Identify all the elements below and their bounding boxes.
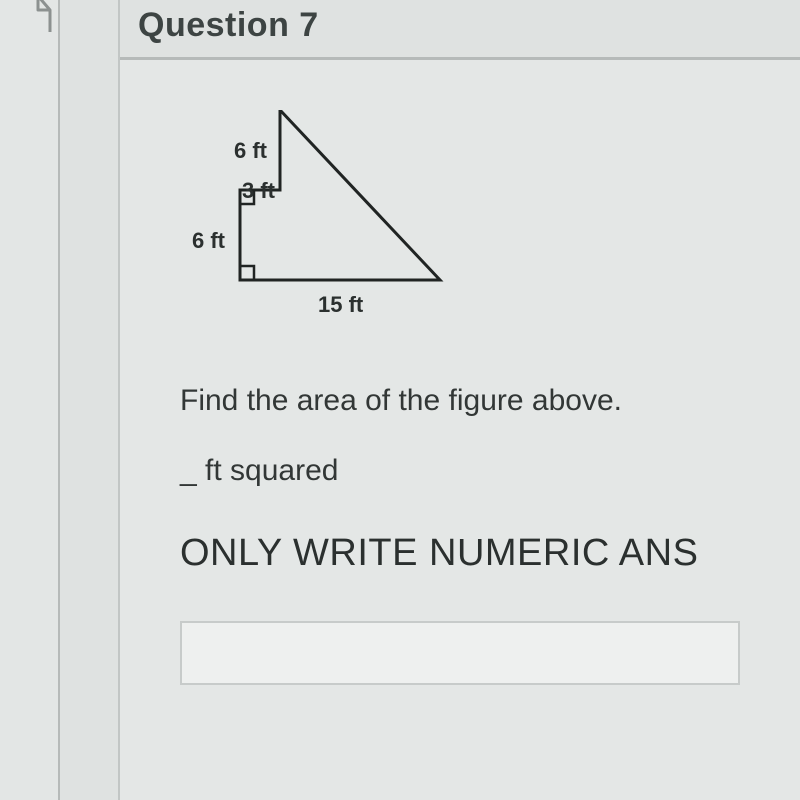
side-column	[60, 0, 120, 800]
answer-input[interactable]	[180, 621, 740, 685]
right-angle-marker-base	[240, 266, 254, 280]
question-prompt: Find the area of the figure above.	[180, 384, 780, 418]
numeric-only-note: ONLY WRITE NUMERIC ANS	[180, 532, 780, 575]
blank-unit: ft squared	[205, 454, 338, 487]
answer-blank-line: _ ft squared	[180, 454, 780, 488]
question-content: 6 ft 3 ft 6 ft 15 ft Find the area of th…	[120, 60, 800, 800]
blank-underscore: _	[180, 454, 197, 487]
page-turn-icon	[10, 0, 54, 39]
main-area: Question 7 6 ft 3 ft 6 ft 15 ft Find the…	[120, 0, 800, 800]
geometry-figure: 6 ft 3 ft 6 ft 15 ft	[180, 110, 540, 350]
dim-step-horizontal: 3 ft	[242, 178, 275, 204]
left-gutter	[0, 0, 60, 800]
dim-top-vertical: 6 ft	[234, 138, 267, 164]
dim-left-vertical: 6 ft	[192, 228, 225, 254]
question-header: Question 7	[120, 0, 800, 60]
question-title: Question 7	[138, 6, 782, 45]
dim-bottom: 15 ft	[318, 292, 363, 318]
